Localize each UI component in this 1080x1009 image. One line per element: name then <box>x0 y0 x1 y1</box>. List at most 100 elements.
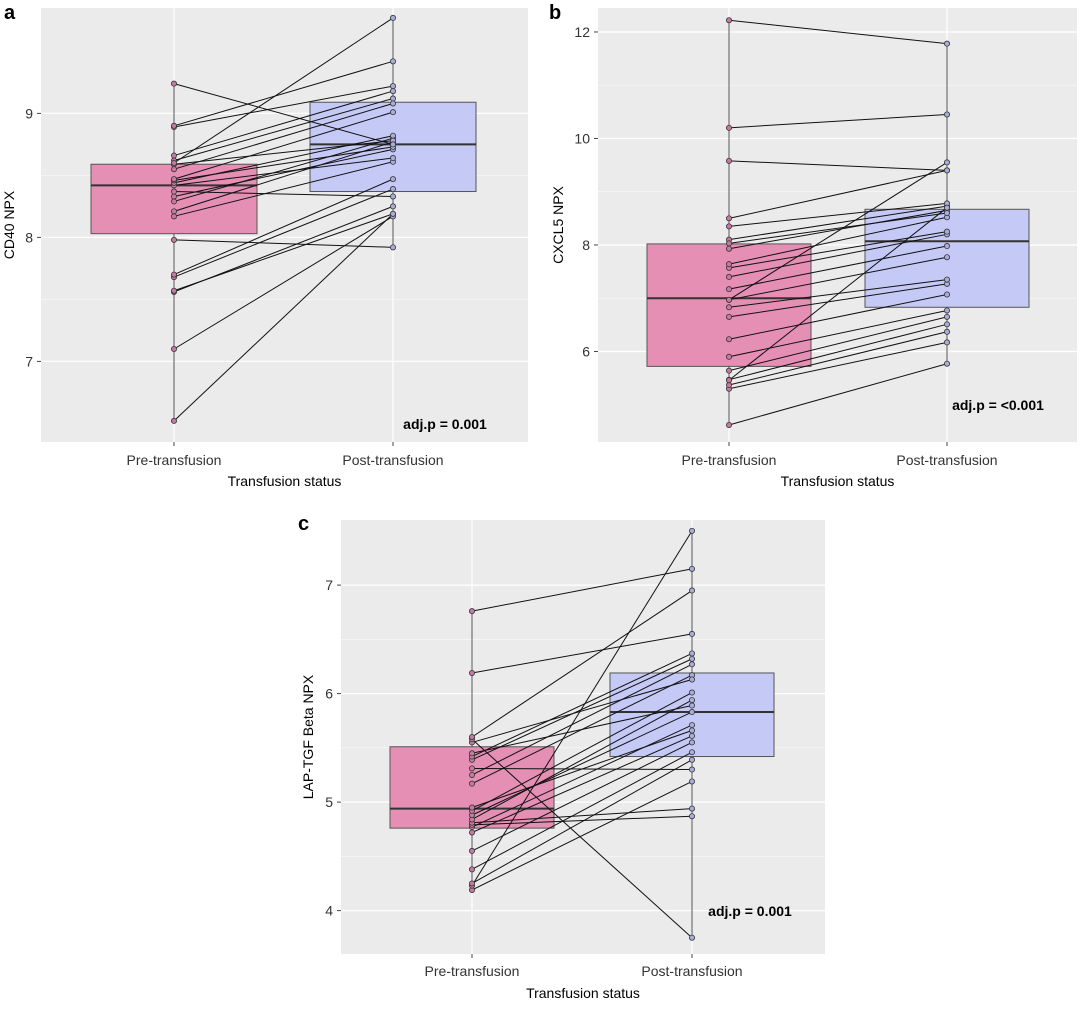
panel-letter-b: b <box>549 2 561 24</box>
p-value-annotation: adj.p = <0.001 <box>952 397 1044 413</box>
data-point-post <box>389 88 396 95</box>
data-point-post <box>689 661 696 668</box>
data-point-pre <box>726 367 733 374</box>
data-point-post <box>689 749 696 756</box>
x-tick-label: Post-transfusion <box>641 963 742 979</box>
data-point-pre <box>468 771 475 778</box>
pair-line <box>728 256 948 301</box>
pair-line <box>728 323 948 381</box>
data-point-post <box>689 778 696 785</box>
data-point-post <box>944 159 951 166</box>
data-point-post <box>389 109 396 116</box>
data-point-post <box>944 243 951 250</box>
pair-line <box>728 294 948 340</box>
data-point-post <box>689 727 696 734</box>
pair-line <box>471 568 693 612</box>
pair-line <box>173 146 394 181</box>
pair-line <box>728 216 948 265</box>
data-point-pre <box>468 829 475 836</box>
data-point-post <box>389 244 396 251</box>
pair-line <box>173 239 394 248</box>
p-value-annotation: adj.p = 0.001 <box>403 416 487 432</box>
data-point-post <box>389 176 396 183</box>
pair-line <box>173 90 394 157</box>
data-point-pre <box>726 124 733 131</box>
x-axis-title: Transfusion status <box>526 985 640 1001</box>
data-point-pre <box>170 236 177 243</box>
y-tick-label: 7 <box>25 353 33 369</box>
data-point-post <box>389 83 396 90</box>
data-point-pre <box>468 734 475 741</box>
data-point-post <box>689 805 696 812</box>
x-tick-label: Post-transfusion <box>342 452 443 468</box>
data-point-post <box>944 321 951 328</box>
data-point-post <box>689 756 696 763</box>
data-point-pre <box>170 208 177 215</box>
pair-line <box>173 178 394 276</box>
chart-panel-c: 4 5 6 7 Pre-transfusion Post-transfusionTrans… <box>300 520 825 1001</box>
data-point-post <box>689 650 696 657</box>
pair-line <box>728 331 948 386</box>
pair-line <box>173 137 394 202</box>
pair-line <box>728 209 948 250</box>
data-point-pre <box>170 345 177 352</box>
data-point-post <box>389 186 396 193</box>
data-point-pre <box>726 157 733 164</box>
data-point-post <box>689 702 696 709</box>
pair-line <box>471 759 693 884</box>
data-point-post <box>689 766 696 773</box>
data-point-pre <box>726 17 733 24</box>
data-point-post <box>944 313 951 320</box>
pair-line <box>471 751 693 870</box>
data-point-post <box>389 100 396 107</box>
pair-line <box>173 83 394 145</box>
pair-line <box>173 85 394 128</box>
pair-line <box>173 98 394 162</box>
pair-line <box>471 663 693 776</box>
data-point-post <box>689 527 696 534</box>
pair-line <box>728 341 948 390</box>
data-point-pre <box>170 271 177 278</box>
pair-line <box>728 169 948 219</box>
pair-line <box>471 808 693 824</box>
data-point-post <box>389 203 396 210</box>
pair-line <box>471 658 693 761</box>
y-tick-label: 6 <box>582 343 590 359</box>
pair-line <box>728 19 948 45</box>
data-point-post <box>389 193 396 200</box>
data-point-post <box>389 210 396 217</box>
pair-line <box>173 191 394 197</box>
y-tick-label: 8 <box>582 237 590 253</box>
data-point-post <box>944 339 951 346</box>
pair-line <box>471 767 693 771</box>
y-tick-label: 7 <box>325 577 333 593</box>
y-tick-label: 9 <box>25 105 33 121</box>
data-point-pre <box>726 313 733 320</box>
data-point-pre <box>726 223 733 230</box>
y-tick-label: 10 <box>574 130 590 146</box>
pair-line <box>471 781 693 891</box>
data-point-post <box>944 291 951 298</box>
x-tick-label: Pre-transfusion <box>425 963 520 979</box>
data-point-post <box>689 565 696 572</box>
data-point-post <box>689 630 696 637</box>
data-point-pre <box>468 804 475 811</box>
data-point-pre <box>726 296 733 303</box>
y-axis-title: CXCL5 NPX <box>550 185 566 263</box>
data-point-pre <box>170 159 177 166</box>
data-point-post <box>389 132 396 139</box>
data-point-post <box>944 40 951 47</box>
data-point-post <box>689 697 696 704</box>
data-point-post <box>944 276 951 283</box>
panel-letter-c: c <box>298 513 309 535</box>
y-tick-label: 5 <box>325 794 333 810</box>
data-point-pre <box>170 80 177 87</box>
y-tick-label: 6 <box>325 686 333 702</box>
pair-line <box>471 711 693 816</box>
y-tick-label: 4 <box>325 903 333 919</box>
x-tick-label: Pre-transfusion <box>127 452 222 468</box>
x-axis-title: Transfusion status <box>228 473 342 489</box>
x-axis-title: Transfusion status <box>781 473 895 489</box>
data-point-post <box>944 210 951 217</box>
data-point-post <box>689 934 696 941</box>
